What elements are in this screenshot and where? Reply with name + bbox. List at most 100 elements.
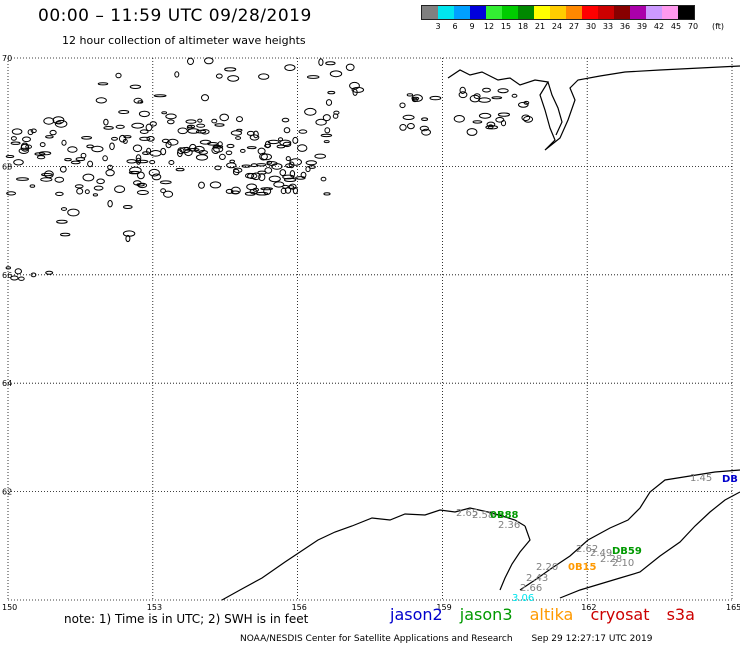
legend-swatch — [454, 6, 470, 19]
ice-floe — [267, 139, 280, 145]
wave-height-legend: 3 6 9 12 15 18 21 24 27 30 33 36 39 42 45 70 (ft) — [421, 5, 724, 34]
page-title: 00:00 – 11:59 UTC 09/28/2019 — [38, 6, 312, 26]
ice-floe — [118, 134, 127, 143]
ice-floe — [10, 141, 21, 145]
ice-floe — [459, 86, 466, 95]
ice-floe — [126, 159, 137, 164]
legend-label: 30 — [585, 22, 597, 31]
ice-floe — [229, 159, 235, 164]
legend-swatch — [662, 6, 678, 19]
ice-floe — [277, 137, 284, 142]
ice-floe — [230, 130, 242, 136]
legend-swatch — [518, 6, 534, 19]
longitude-tick-label: 150 — [2, 603, 17, 612]
ice-floe — [279, 169, 287, 177]
ice-floe — [227, 75, 240, 82]
ice-floe — [322, 114, 331, 122]
page-subtitle: 12 hour collection of altimeter wave hei… — [62, 34, 306, 47]
ice-floe — [324, 127, 331, 134]
ice-floe — [107, 164, 113, 170]
wave-height-label: 2.49 — [590, 548, 612, 559]
wave-height-label: DB59 — [612, 546, 642, 557]
ice-floe — [211, 118, 218, 124]
legend-swatch — [550, 6, 566, 19]
ice-floe — [246, 183, 258, 191]
wave-height-label: 2.36 — [498, 520, 520, 531]
ice-floe — [247, 173, 258, 179]
ice-floe — [292, 187, 298, 195]
ice-floe — [159, 180, 172, 185]
ice-floe — [478, 97, 491, 103]
ice-floe — [421, 117, 429, 121]
ice-floe — [165, 113, 177, 120]
ice-floe — [399, 124, 407, 131]
ice-floe — [129, 84, 142, 90]
ice-floe — [5, 155, 15, 158]
ice-floe — [518, 101, 529, 108]
south-coastline-inner — [499, 525, 531, 591]
ice-floe — [284, 64, 296, 71]
ice-floe — [81, 136, 93, 140]
legend-label: 24 — [551, 22, 563, 31]
ice-floe — [201, 94, 209, 102]
ice-floe — [160, 188, 167, 194]
ice-floe — [146, 136, 155, 142]
ice-floe — [402, 114, 415, 121]
legend-swatch — [422, 6, 438, 19]
wave-height-label: 0B15 — [568, 562, 597, 573]
latitude-tick-label: 62 — [2, 488, 12, 497]
ice-floe — [139, 136, 151, 141]
ice-floe — [161, 138, 170, 143]
wave-height-label: 2.10 — [612, 558, 634, 569]
legend-label: 15 — [500, 22, 512, 31]
ice-floe — [67, 146, 78, 153]
legend-swatch — [566, 6, 582, 19]
ice-floe — [136, 183, 145, 187]
ice-floe — [198, 150, 208, 155]
ice-floe — [283, 177, 297, 182]
ice-floe — [273, 181, 285, 188]
ice-floe — [224, 67, 237, 72]
ice-floe — [292, 136, 299, 144]
wave-height-label: 2.28 — [600, 554, 622, 565]
ice-floe — [102, 155, 108, 162]
ice-floe — [478, 112, 492, 119]
wave-height-label: 2.65 — [456, 508, 478, 519]
ice-floe — [175, 167, 185, 172]
longitude-tick-label: 156 — [292, 603, 307, 612]
ice-floe — [27, 129, 34, 136]
ice-floe — [64, 158, 72, 162]
ice-floe — [282, 174, 295, 180]
ice-floe — [500, 120, 507, 127]
ice-floe — [123, 205, 133, 209]
ice-floe — [497, 112, 510, 117]
ice-floe — [20, 142, 29, 151]
satellite-s3a: s3a — [666, 605, 695, 624]
legend-label: 6 — [452, 22, 458, 31]
ice-floe — [295, 176, 306, 180]
ice-floe — [80, 152, 87, 159]
satellite-jason3: jason3 — [459, 605, 513, 624]
ice-floe — [163, 190, 174, 198]
latitude-tick-label: 68 — [2, 162, 12, 171]
ice-floe — [187, 57, 194, 65]
legend-labels: 3 6 9 12 15 18 21 24 27 30 33 36 39 42 45 70 (ft) — [421, 20, 724, 34]
ice-floe — [268, 175, 281, 183]
ice-floe — [279, 139, 292, 147]
ice-floe — [97, 82, 109, 86]
ice-floe — [36, 155, 46, 160]
legend-swatch — [678, 6, 694, 19]
ice-floe — [226, 143, 235, 149]
legend-label: 3 — [435, 22, 441, 31]
satellite-jason2: jason2 — [390, 605, 443, 624]
ice-floe — [49, 129, 57, 136]
ice-floe — [289, 170, 296, 178]
wave-height-label: DB — [722, 474, 738, 485]
ice-floe — [95, 97, 107, 104]
ice-floe — [198, 181, 205, 189]
ice-floe — [76, 187, 84, 195]
ice-floe — [281, 117, 290, 123]
latitude-tick-label: 64 — [2, 379, 12, 388]
ice-floe — [421, 128, 432, 136]
